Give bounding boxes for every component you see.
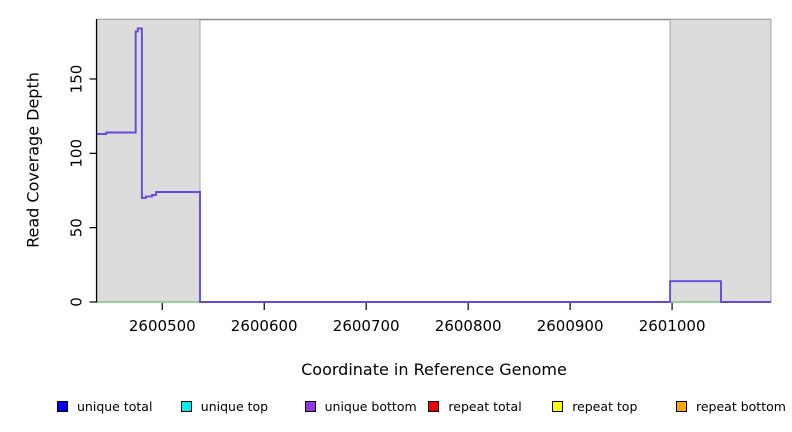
legend-swatch-repeat-total — [428, 400, 440, 412]
legend-label: unique top — [200, 398, 269, 414]
y-tick-label: 150 — [67, 65, 85, 94]
y-tick-label: 50 — [67, 218, 85, 237]
legend-swatch-unique-total — [57, 400, 68, 412]
legend: unique total unique top unique bottom repea… — [0, 397, 792, 419]
legend-label: repeat top — [572, 398, 638, 414]
x-tick-label: 2600900 — [537, 317, 604, 335]
x-tick-label: 2600500 — [129, 317, 196, 335]
x-tick-label: 2600600 — [231, 317, 298, 335]
legend-label: repeat bottom — [696, 398, 786, 414]
legend-swatch-repeat-top — [552, 400, 564, 412]
repeat-region-right — [669, 19, 772, 303]
x-tick-label: 2601000 — [639, 317, 706, 335]
legend-swatch-unique-bottom — [304, 400, 316, 412]
y-tick-label: 100 — [67, 139, 85, 168]
repeat-region-left — [96, 19, 201, 303]
x-axis-title: Coordinate in Reference Genome — [301, 360, 567, 379]
legend-item-unique-top: unique top — [180, 397, 269, 415]
y-tick-label: 0 — [67, 297, 85, 307]
legend-item-repeat-bottom: repeat bottom — [676, 397, 786, 415]
x-tick-label: 2600700 — [333, 317, 400, 335]
x-tick-label: 2600800 — [435, 317, 502, 335]
series-unique-bottom — [97, 27, 771, 303]
legend-item-repeat-total: repeat total — [428, 397, 522, 415]
legend-label: repeat total — [448, 398, 522, 414]
legend-swatch-unique-top — [180, 400, 192, 412]
chart-canvas: 0 50 100 150 2600500 2600600 2600700 2600800 260… — [67, 18, 772, 335]
legend-item-repeat-top: repeat top — [552, 397, 637, 415]
legend-label: unique bottom — [324, 398, 417, 414]
legend-item-unique-bottom: unique bottom — [304, 397, 417, 415]
y-axis-title: Read Coverage Depth — [23, 72, 43, 248]
legend-label: unique total — [77, 398, 153, 414]
legend-swatch-repeat-bottom — [676, 400, 687, 412]
legend-item-unique-total: unique total — [57, 397, 152, 415]
